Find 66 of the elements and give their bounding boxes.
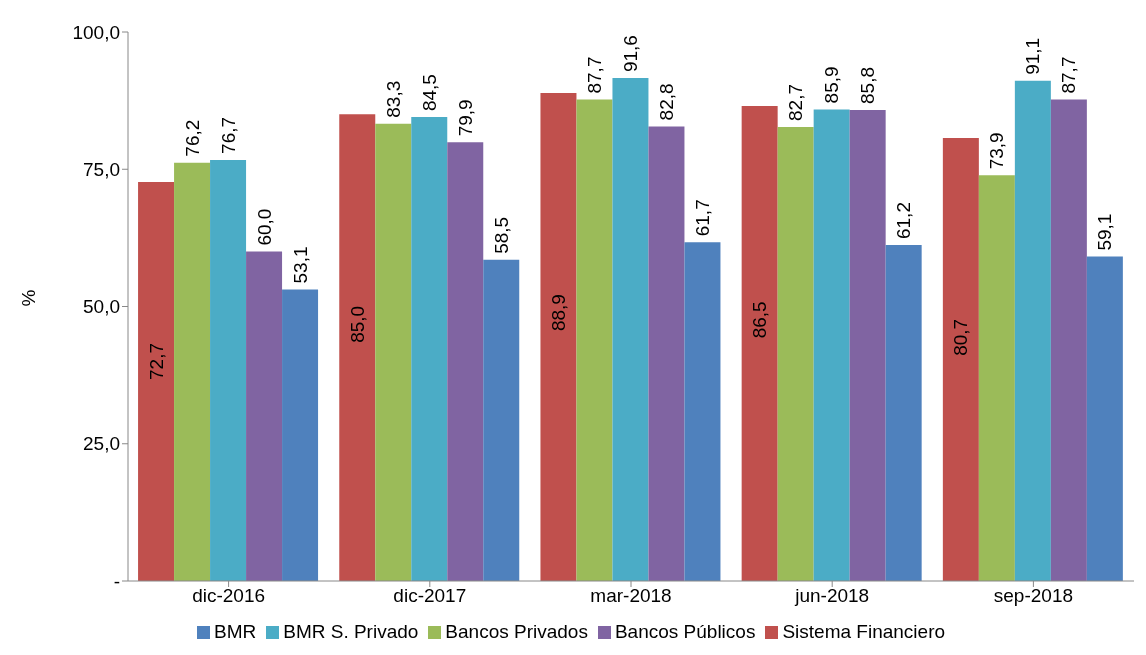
data-label: 83,3: [382, 80, 404, 118]
data-label: 61,2: [893, 202, 915, 240]
bar: [612, 78, 649, 581]
data-label: 58,5: [490, 216, 512, 254]
bar: [684, 242, 721, 581]
data-label: 87,7: [1058, 56, 1080, 94]
bar: [483, 259, 520, 581]
bar: [138, 181, 175, 581]
bar: [411, 117, 448, 581]
data-label: 82,7: [785, 83, 807, 121]
data-label: 80,7: [950, 318, 972, 356]
data-label: 79,9: [454, 99, 476, 137]
legend-label: Bancos Públicos: [614, 621, 756, 642]
data-label: 61,7: [691, 199, 713, 237]
y-tick-label: 50,0: [83, 296, 120, 318]
data-label: 91,1: [1022, 37, 1044, 75]
legend-label: Bancos Privados: [445, 621, 588, 642]
bar: [375, 123, 412, 581]
legend-label: Sistema Financiero: [782, 621, 946, 642]
data-label: 72,7: [145, 342, 167, 380]
bar: [246, 251, 283, 581]
bar: [1014, 80, 1051, 581]
data-label: 85,8: [857, 66, 879, 104]
y-axis-title: %: [17, 289, 39, 307]
bar: [1050, 99, 1087, 581]
legend-label: BMR S. Privado: [283, 621, 419, 642]
y-tick-label: -: [113, 570, 120, 592]
bar: [1086, 256, 1123, 581]
data-label: 60,0: [253, 208, 275, 246]
bar: [885, 245, 922, 581]
bar: [978, 175, 1015, 581]
data-label: 76,7: [217, 116, 239, 154]
x-tick-label: dic-2017: [393, 585, 467, 607]
y-tick-label: 75,0: [83, 158, 120, 180]
bar: [210, 159, 247, 581]
bar: [648, 126, 685, 581]
data-label: 86,5: [749, 301, 771, 339]
x-tick-label: sep-2018: [993, 585, 1074, 607]
data-label: 76,2: [181, 119, 203, 157]
data-label: 85,0: [346, 305, 368, 343]
data-label: 82,8: [655, 83, 677, 121]
y-tick-label: 100,0: [72, 21, 120, 43]
legend-label: BMR: [213, 621, 257, 642]
data-label: 59,1: [1094, 213, 1116, 251]
bar: [576, 99, 613, 581]
bar: [339, 114, 376, 581]
x-tick-label: jun-2018: [794, 585, 870, 607]
bar: [942, 137, 979, 581]
data-label: 84,5: [418, 74, 440, 112]
data-label: 91,6: [619, 35, 641, 73]
data-label: 88,9: [547, 294, 569, 332]
data-label: 73,9: [986, 132, 1008, 170]
bar: [174, 162, 211, 581]
x-tick-label: dic-2016: [192, 585, 266, 607]
bar: [741, 106, 778, 581]
bar: [813, 109, 850, 581]
bar: [447, 142, 484, 581]
bar: [849, 109, 886, 581]
bar: [777, 126, 814, 581]
data-label: 53,1: [289, 246, 311, 284]
bar: [540, 92, 577, 581]
y-tick-label: 25,0: [83, 433, 120, 455]
x-tick-label: mar-2018: [590, 585, 672, 607]
data-label: 87,7: [583, 56, 605, 94]
data-label: 85,9: [821, 66, 843, 104]
bar: [282, 289, 319, 581]
